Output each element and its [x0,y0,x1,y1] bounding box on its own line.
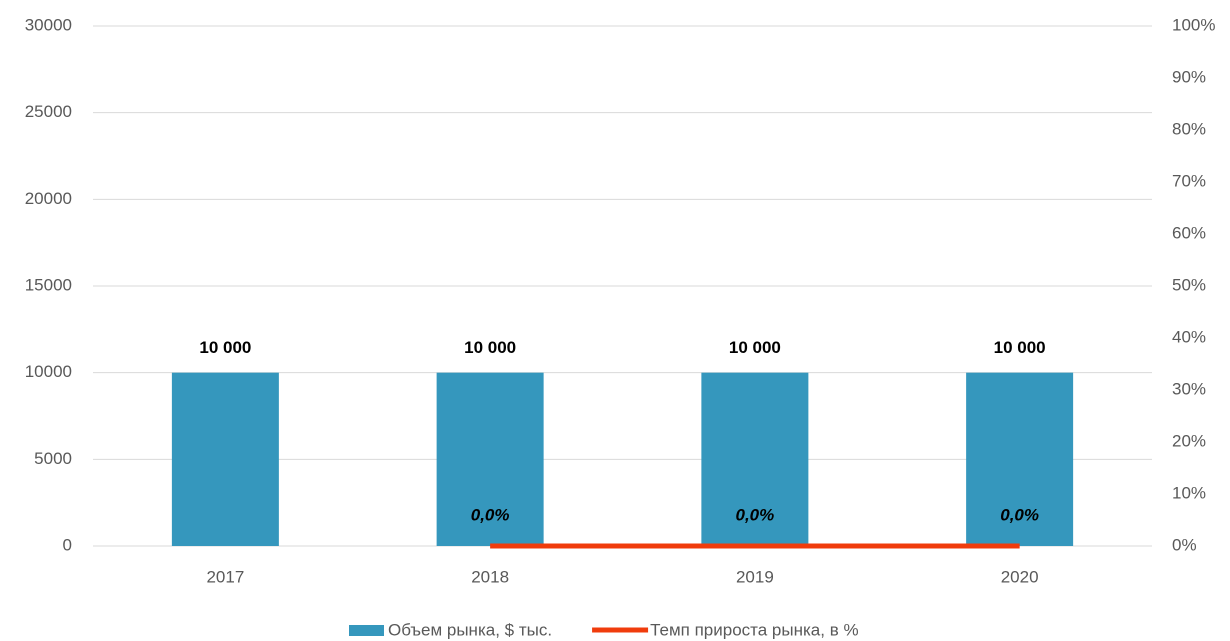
legend-swatch [349,625,384,636]
line-value-label: 0,0% [736,505,775,524]
bar [966,372,1074,546]
y-tick-label: 20000 [25,189,72,208]
y2-tick-label: 10% [1172,483,1206,502]
legend-label: Темп прироста рынка, в % [650,620,858,639]
bar-value-label: 10 000 [729,338,781,357]
y2-tick-label: 100% [1172,15,1215,34]
bar [171,372,279,546]
bar-value-label: 10 000 [464,338,516,357]
y2-tick-label: 80% [1172,119,1206,138]
y-tick-label: 30000 [25,15,72,34]
y2-tick-label: 0% [1172,535,1197,554]
x-tick-label: 2020 [1001,567,1039,586]
y2-tick-label: 20% [1172,431,1206,450]
x-tick-label: 2019 [736,567,774,586]
bar [701,372,809,546]
line-value-label: 0,0% [1000,505,1039,524]
bar [436,372,544,546]
y-tick-label: 5000 [34,449,72,468]
x-tick-label: 2017 [206,567,244,586]
y2-tick-label: 90% [1172,67,1206,86]
y2-tick-label: 40% [1172,327,1206,346]
legend-label: Объем рынка, $ тыс. [388,620,552,639]
y2-tick-label: 60% [1172,223,1206,242]
y2-tick-label: 30% [1172,379,1206,398]
y2-tick-label: 50% [1172,275,1206,294]
y-tick-label: 0 [63,535,72,554]
line-value-label: 0,0% [471,505,510,524]
x-tick-label: 2018 [471,567,509,586]
bar-value-label: 10 000 [199,338,251,357]
y-tick-label: 25000 [25,102,72,121]
y2-tick-label: 70% [1172,171,1206,190]
y-tick-label: 15000 [25,275,72,294]
bar-value-label: 10 000 [994,338,1046,357]
y-tick-label: 10000 [25,362,72,381]
